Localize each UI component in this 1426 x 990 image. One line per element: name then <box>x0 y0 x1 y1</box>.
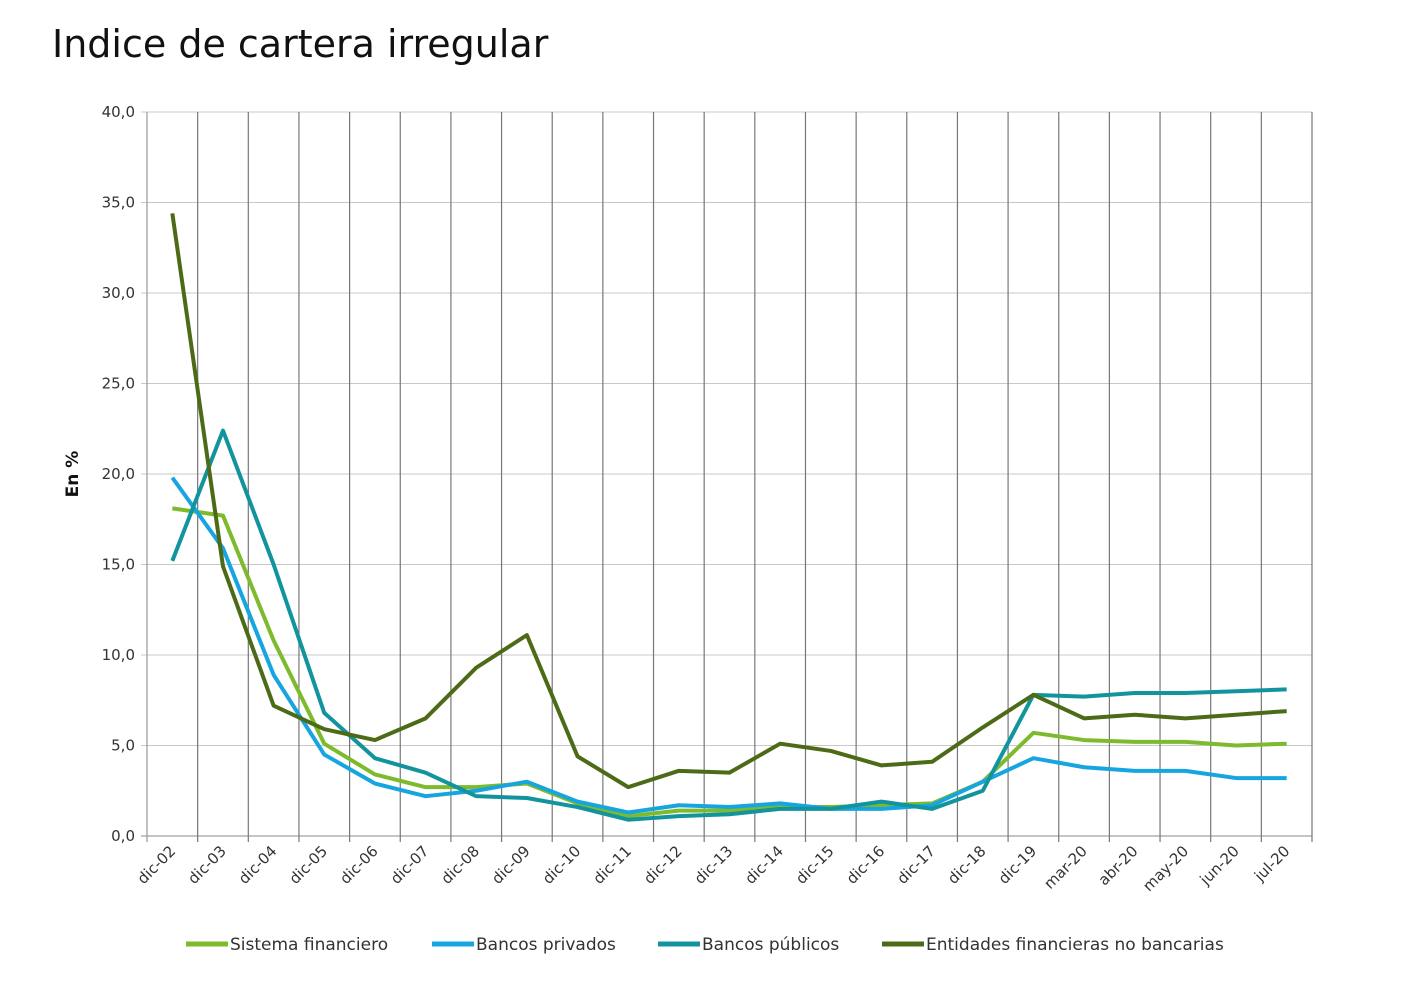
x-tick-label: dic-03 <box>184 842 230 888</box>
y-tick-label: 40,0 <box>102 103 135 121</box>
y-tick-label: 15,0 <box>102 556 135 574</box>
series-line-bancos-privados <box>170 476 1287 815</box>
x-tick-label: dic-13 <box>691 842 737 888</box>
chart-title: Indice de cartera irregular <box>52 22 549 66</box>
x-tick-label: jul-20 <box>1250 842 1293 885</box>
y-tick-label: 25,0 <box>102 375 135 393</box>
legend-label: Entidades financieras no bancarias <box>926 935 1224 955</box>
x-tick-label: dic-02 <box>134 842 180 888</box>
x-tick-label: dic-06 <box>336 842 382 888</box>
x-tick-label: mar-20 <box>1040 842 1091 893</box>
x-tick-label: abr-20 <box>1095 842 1142 889</box>
x-tick-label: dic-09 <box>488 842 534 888</box>
x-tick-label: dic-17 <box>893 842 939 888</box>
y-axis-label: En % <box>63 451 83 498</box>
x-tick-label: dic-12 <box>640 842 686 888</box>
y-tick-label: 20,0 <box>102 465 135 483</box>
x-tick-label: dic-15 <box>792 842 838 888</box>
x-tick-label: dic-16 <box>843 842 889 888</box>
x-tick-label: dic-18 <box>944 842 990 888</box>
x-tick-label: jun-20 <box>1196 842 1243 889</box>
legend-label: Bancos públicos <box>702 935 839 955</box>
x-tick-label: may-20 <box>1139 842 1192 895</box>
legend-label: Sistema financiero <box>230 935 388 955</box>
x-tick-label: dic-04 <box>235 842 281 888</box>
y-tick-label: 30,0 <box>102 284 135 302</box>
x-tick-label: dic-11 <box>589 842 635 888</box>
x-tick-label: dic-07 <box>387 842 433 888</box>
y-tick-label: 5,0 <box>111 737 135 755</box>
x-tick-label: dic-10 <box>539 842 585 888</box>
legend-label: Bancos privados <box>476 935 616 955</box>
y-tick-label: 35,0 <box>102 194 135 212</box>
y-tick-label: 0,0 <box>111 827 135 845</box>
y-tick-label: 10,0 <box>102 646 135 664</box>
x-tick-label: dic-08 <box>438 842 484 888</box>
x-tick-label: dic-14 <box>741 842 787 888</box>
x-tick-label: dic-19 <box>995 842 1041 888</box>
x-tick-label: dic-05 <box>286 842 332 888</box>
series-line-entidades-financieras-no-bancarias <box>170 213 1287 790</box>
